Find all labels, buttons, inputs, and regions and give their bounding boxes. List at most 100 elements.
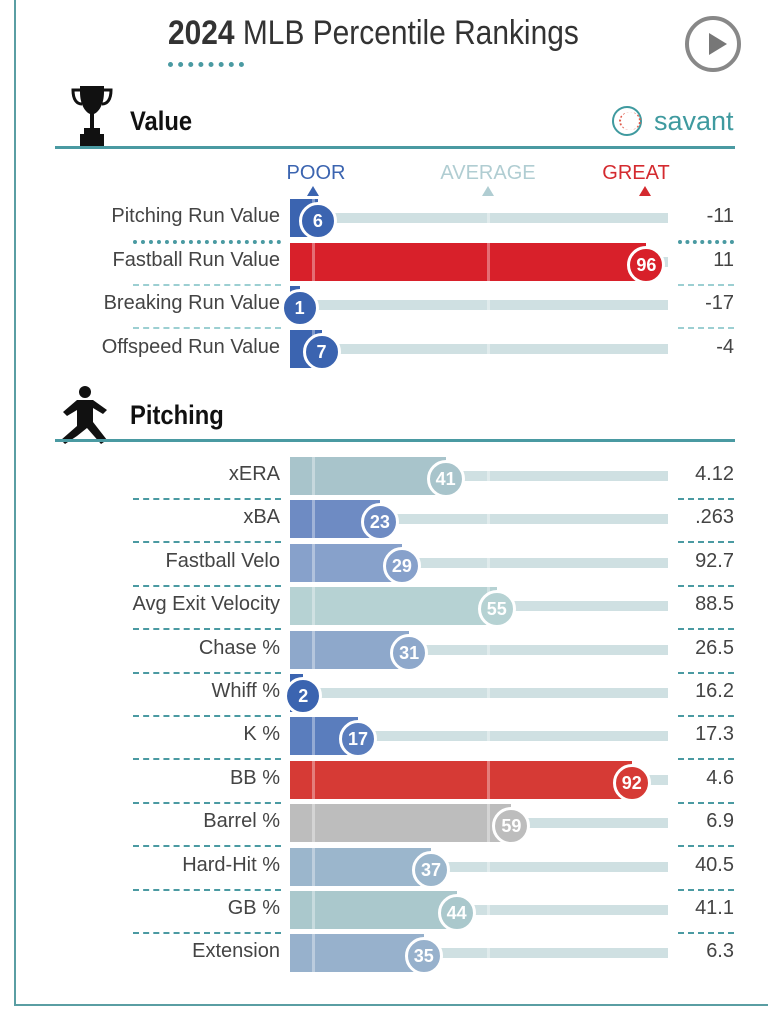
percentile-badge: 31 [390,633,429,672]
row-divider [678,327,734,330]
page-title: 2024 MLB Percentile Rankings [168,14,579,52]
percentile-bar [290,587,497,626]
percentile-bar [290,847,432,886]
ref-line [487,760,490,799]
ref-line [312,760,315,799]
metric-label: BB % [229,766,280,789]
metric-value: 40.5 [695,853,734,876]
row-divider [678,541,734,544]
metric-value: 11 [713,248,734,271]
row-divider [678,584,734,587]
row-divider [133,671,281,674]
row-divider [133,584,281,587]
track [431,861,668,872]
chart-row: K % 17 17.3 [0,717,770,759]
metric-value: 4.6 [706,766,734,789]
ref-line [487,847,490,886]
chart-row: xERA 41 4.12 [0,457,770,498]
chart-row: Fastball Velo 29 92.7 [0,543,770,585]
ref-line [312,242,315,281]
ref-line [487,457,490,495]
ref-line [312,543,315,582]
track [409,644,668,655]
percentile-bar [290,242,647,281]
chart-row: Fastball Run Value 96 11 [0,242,770,284]
metric-value: -11 [706,205,734,227]
ref-line [312,500,315,539]
percentile-badge: 55 [477,590,516,629]
percentile-badge: 96 [627,245,666,284]
percentile-bar [290,457,446,495]
great-marker-icon [639,186,651,196]
row-divider [133,801,281,804]
poor-marker-icon [307,186,319,196]
ref-line [312,587,315,626]
metric-value: 16.2 [695,680,734,702]
ref-line [312,804,315,843]
ref-line [487,934,490,973]
percentile-bar [290,891,457,929]
track [299,300,668,311]
metric-value: 6.9 [706,810,734,833]
track [456,905,668,915]
ref-line [487,804,490,843]
row-divider [133,932,281,934]
metric-value: .263 [695,506,734,529]
row-divider [678,283,734,286]
play-button[interactable] [685,16,741,72]
track [511,818,668,829]
section-rule [55,439,735,442]
track [423,948,668,959]
savant-logo-icon [612,106,642,136]
row-divider [678,932,734,934]
ref-line [487,500,490,539]
savant-brand: savant [654,106,734,136]
metric-value: -4 [716,336,734,359]
title-underline [168,62,244,67]
metric-label: Fastball Run Value [112,248,281,271]
chart-row: GB % 44 41.1 [0,891,770,932]
metric-label: K % [243,723,280,746]
track [321,344,668,355]
trophy-icon [70,84,114,152]
row-divider [133,715,281,717]
percentile-badge: 7 [302,333,341,372]
percentile-badge: 44 [437,894,476,932]
chart-row: Hard-Hit % 37 40.5 [0,847,770,889]
metric-label: Whiff % [211,680,280,702]
metric-label: Offspeed Run Value [101,336,280,359]
row-divider [133,327,281,330]
scale-poor: POOR [286,162,346,184]
percentile-badge: 92 [612,763,651,802]
row-divider [133,240,281,244]
metric-label: Chase % [198,636,280,659]
metric-label: GB % [227,897,280,919]
ref-line [487,543,490,582]
row-divider [133,628,281,631]
scale-average: AVERAGE [440,162,536,184]
track [317,213,668,223]
row-divider [678,498,734,500]
metric-value: -17 [705,292,734,315]
metric-value: 26.5 [695,636,734,659]
percentile-badge: 59 [492,807,531,846]
percentile-bar [290,630,410,669]
chart-row: Breaking Run Value 1 -17 [0,286,770,328]
percentile-badge: 1 [280,289,319,328]
pitcher-icon [55,384,127,448]
chart-row: Chase % 31 26.5 [0,630,770,672]
scale-great: GREAT [602,162,670,184]
metric-value: 4.12 [695,463,734,485]
row-divider [678,758,734,761]
ref-line [487,717,490,756]
metric-label: Fastball Velo [165,549,280,572]
ref-line [487,242,490,281]
track [496,601,668,612]
track [445,471,668,481]
chart-row: xBA 23 .263 [0,500,770,542]
chart-row: Barrel % 59 6.9 [0,804,770,846]
metric-label: Breaking Run Value [103,292,280,315]
chart-row: Avg Exit Velocity 55 88.5 [0,587,770,629]
row-divider [678,628,734,631]
chart-row: BB % 92 4.6 [0,760,770,802]
